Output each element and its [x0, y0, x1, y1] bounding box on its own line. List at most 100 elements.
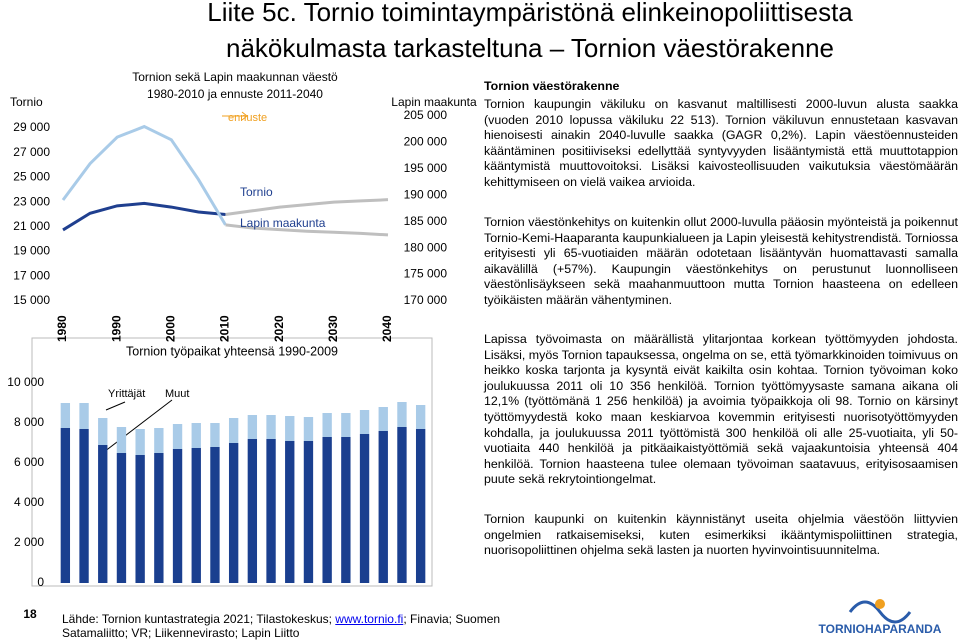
bar-segment — [79, 429, 89, 583]
bar-segment — [98, 445, 108, 583]
page-number: 18 — [23, 607, 37, 621]
bar-segment — [378, 431, 388, 583]
legend-label: Muut — [165, 388, 189, 400]
y2-tick-label: 190 000 — [404, 187, 448, 201]
x-tick-label: 2000 — [164, 315, 178, 342]
bar-segment — [285, 441, 295, 583]
y2-tick-label: 205 000 — [404, 108, 448, 122]
y2-tick-label: 200 000 — [404, 135, 448, 149]
bar-segment — [378, 407, 388, 431]
y-tick-label: 27 000 — [13, 145, 50, 159]
logo: TORNIOHAPARANDA — [819, 622, 942, 636]
bar-segment — [397, 402, 407, 427]
bar-segment — [341, 413, 351, 437]
logo-mark — [848, 599, 912, 624]
bar-segment — [322, 413, 332, 437]
bar-segment — [135, 455, 145, 583]
bar-segment — [210, 447, 220, 583]
bar-segment — [228, 418, 239, 443]
y-tick-label: 25 000 — [13, 170, 50, 184]
bar-segment — [415, 405, 426, 429]
y2-axis-label: Lapin maakunta — [391, 95, 477, 109]
y-tick-label: 2 000 — [14, 535, 44, 549]
y-tick-label: 8 000 — [14, 415, 44, 429]
y-tick-label: 6 000 — [14, 455, 44, 469]
bar-segment — [247, 439, 258, 583]
paragraph: Lapissa työvoimasta on määrällistä ylita… — [484, 332, 958, 487]
x-tick-label: 2020 — [272, 315, 286, 342]
bar-segment — [98, 418, 108, 445]
bar-segment — [172, 449, 183, 583]
y2-tick-label: 180 000 — [404, 240, 448, 254]
source-text: Satamaliitto; VR; Liikennevirasto; Lapin… — [62, 626, 300, 640]
bar-segment — [116, 427, 127, 453]
bar-segment — [210, 423, 220, 447]
chart-title: 1980-2010 ja ennuste 2011-2040 — [147, 87, 323, 101]
bar-segment — [154, 453, 164, 583]
y-tick-label: 4 000 — [14, 495, 44, 509]
chart-frame — [31, 337, 433, 587]
source-note: Lähde: Tornion kuntastrategia 2021; Tila… — [62, 612, 500, 640]
y-tick-label: 17 000 — [13, 268, 50, 282]
bar-segment — [341, 437, 351, 583]
bar-segment — [79, 403, 89, 429]
bar-segment — [247, 415, 258, 439]
series-line — [61, 124, 227, 226]
bar-segment — [116, 453, 127, 583]
bar-segment — [135, 429, 145, 455]
bar-segment — [397, 427, 407, 583]
bar-segment — [228, 443, 239, 583]
x-tick-label: 2030 — [326, 315, 340, 342]
bar-segment — [303, 417, 314, 441]
source-text: ; Finavia; Suomen — [403, 612, 501, 626]
title-line: Liite 5c. Tornio toimintaympäristönä eli… — [207, 0, 853, 27]
y-tick-label: 0 — [37, 575, 44, 589]
bar-segment — [172, 424, 183, 449]
bar-segment — [285, 416, 295, 441]
bar-segment — [359, 434, 370, 583]
annotation: ennuste — [228, 112, 267, 124]
chart-title: Tornion sekä Lapin maakunnan väestö — [132, 70, 338, 84]
title-line: näkökulmasta tarkasteltuna – Tornion väe… — [226, 33, 834, 63]
y2-tick-label: 175 000 — [404, 267, 448, 281]
bar-segment — [60, 428, 71, 583]
heading: Tornion väestörakenne — [484, 79, 620, 93]
series-line — [62, 201, 226, 232]
y-tick-label: 19 000 — [13, 244, 50, 258]
series-label: Lapin maakunta — [240, 216, 326, 230]
y-tick-label: 23 000 — [13, 194, 50, 208]
leader-line — [99, 399, 173, 456]
bar-segment — [322, 437, 332, 583]
paragraph: Tornion kaupunki on kuitenkin käynnistän… — [484, 512, 958, 558]
forecast-arrow-head — [241, 111, 248, 121]
y-tick-label: 21 000 — [13, 219, 50, 233]
source-text: Lähde: Tornion kuntastrategia 2021; Tila… — [62, 612, 336, 626]
bar-segment — [154, 428, 164, 453]
leader-line — [105, 401, 126, 411]
bar-segment — [266, 439, 276, 583]
y-axis-label: Tornio — [10, 95, 43, 109]
paragraph: Tornion kaupungin väkiluku on kasvanut m… — [484, 97, 958, 189]
x-tick-label: 2040 — [380, 315, 394, 342]
y-tick-label: 10 000 — [7, 375, 44, 389]
x-tick-label: 2010 — [218, 315, 232, 342]
bar-segment — [303, 441, 314, 583]
bar-segment — [415, 429, 426, 583]
y2-tick-label: 185 000 — [404, 214, 448, 228]
y2-tick-label: 195 000 — [404, 161, 448, 175]
chart-title: Tornion työpaikat yhteensä 1990-2009 — [126, 344, 338, 358]
bar-segment — [60, 403, 71, 428]
series-label: Tornio — [240, 185, 273, 199]
y-tick-label: 15 000 — [13, 293, 50, 307]
source-link[interactable]: www.tornio.fi — [335, 612, 404, 626]
bar-segment — [266, 415, 276, 439]
bar-segment — [191, 448, 201, 583]
forecast-line — [225, 198, 389, 216]
paragraph: Tornion väestönkehitys on kuitenkin ollu… — [484, 215, 958, 307]
y2-tick-label: 170 000 — [404, 293, 448, 307]
legend-label: Yrittäjät — [108, 388, 145, 400]
bar-segment — [359, 410, 370, 434]
y-tick-label: 29 000 — [13, 120, 50, 134]
